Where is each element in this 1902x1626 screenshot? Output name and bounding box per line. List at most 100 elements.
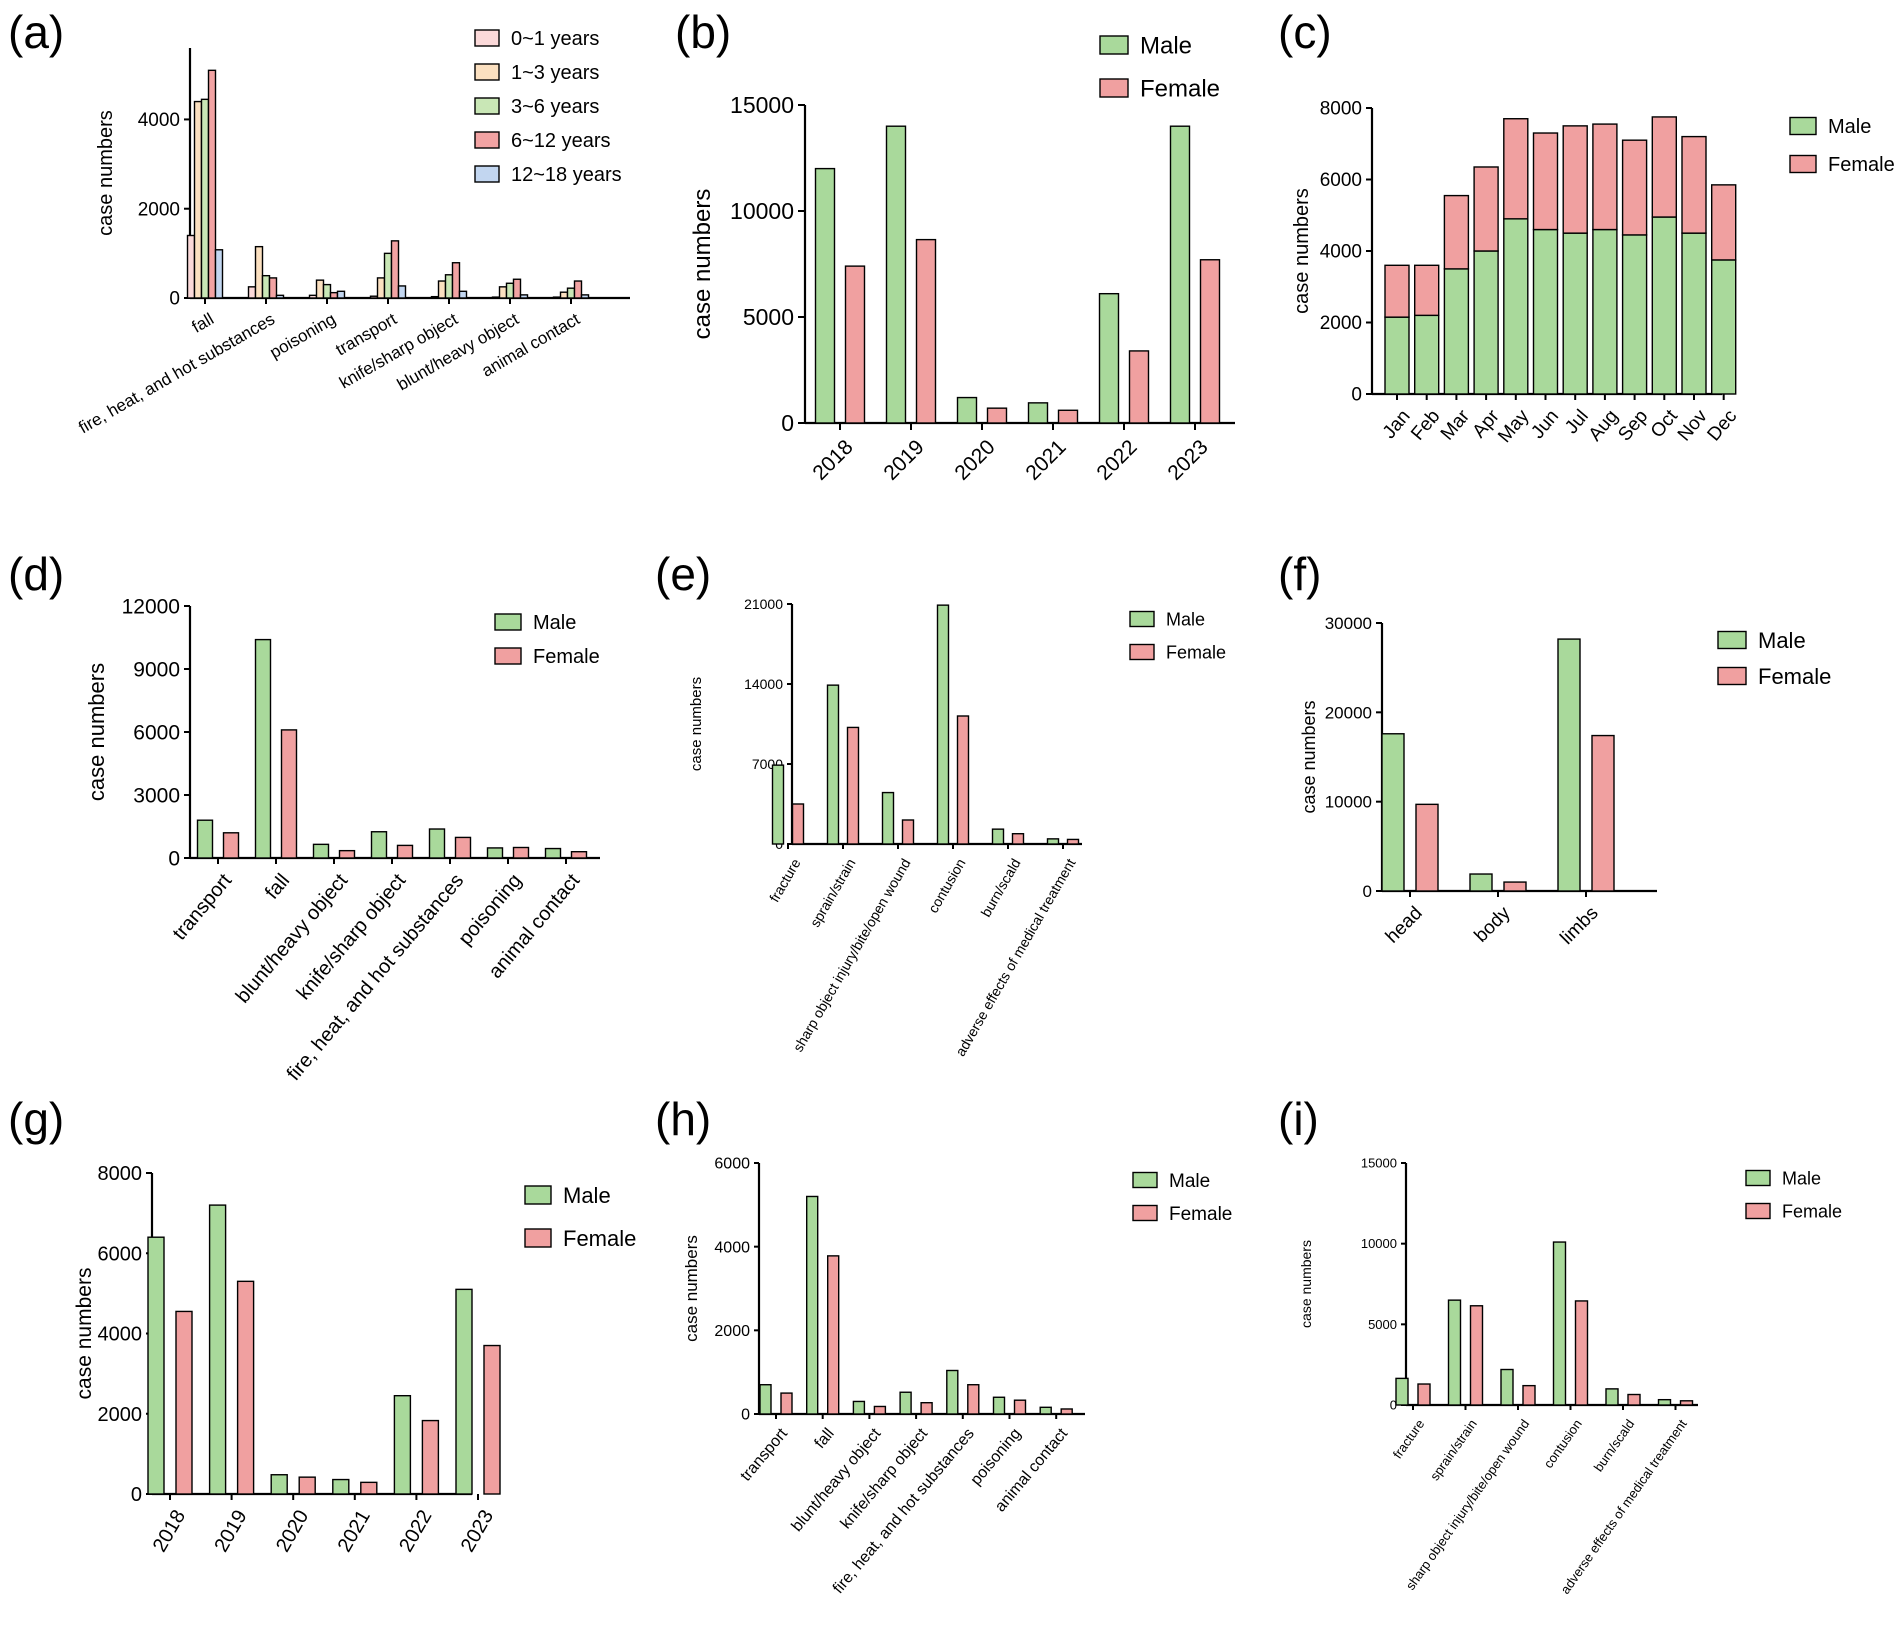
x-tick-label: sprain/strain — [1427, 1417, 1480, 1484]
x-tick-label: 2018 — [149, 1506, 190, 1556]
legend-label: 6~12 years — [511, 130, 611, 152]
bar-female — [1679, 1400, 1694, 1406]
legend-label: Male — [563, 1183, 611, 1208]
bar-female — [780, 1392, 793, 1415]
x-tick-label: limbs — [1556, 903, 1602, 949]
x-tick-label: contusion — [1541, 1417, 1585, 1471]
y-tick-label: 10000 — [1325, 793, 1372, 812]
bar-male — [1395, 1377, 1409, 1406]
bar-male — [270, 1474, 288, 1495]
legend-label: Male — [533, 612, 576, 634]
bar-female — [280, 729, 298, 859]
x-tick-label: burn/scald — [977, 856, 1023, 920]
y-tick-label: 6000 — [98, 1243, 143, 1265]
bar-female — [1413, 264, 1440, 317]
bar-male — [899, 1391, 912, 1415]
x-tick-label: fall — [189, 309, 217, 336]
x-tick-label: poisoning — [266, 309, 339, 362]
y-tick-label: 2000 — [138, 199, 180, 220]
legend-swatch — [1129, 610, 1155, 628]
bar-female — [338, 849, 356, 859]
x-tick-label: sharp object injury/bite/open wound — [1403, 1417, 1533, 1593]
panel-f: (f) 0 10000 20000 30000 case numbers head body l… — [1278, 548, 1831, 949]
x-tick-label: head — [1382, 903, 1427, 948]
x-tick-label: 2021 — [1021, 435, 1070, 484]
bar-female — [846, 726, 860, 845]
bar-female — [1681, 135, 1707, 234]
y-tick-label: 4000 — [98, 1324, 143, 1346]
y-tick-label: 15000 — [730, 92, 794, 118]
legend-swatch — [1132, 1171, 1158, 1189]
bar-female — [1469, 1305, 1484, 1406]
bar-6-12-years — [207, 69, 217, 299]
bar-6-12-years — [451, 262, 461, 299]
bar-3-6-years — [383, 252, 393, 299]
bar-male — [1651, 216, 1678, 395]
x-tick-label: 2020 — [950, 435, 999, 484]
legend-swatch — [1745, 1169, 1771, 1187]
bar-male — [254, 638, 272, 859]
bar-male — [486, 847, 504, 859]
legend-label: 0~1 years — [511, 28, 599, 50]
legend-label: 1~3 years — [511, 62, 599, 84]
x-tick-label: transport — [169, 869, 237, 944]
y-tick-label: 4000 — [138, 110, 180, 131]
y-tick-label: 0 — [1390, 1398, 1397, 1413]
y-axis-title: case numbers — [1299, 700, 1319, 813]
bar-male — [1621, 234, 1648, 395]
legend-swatch — [524, 1228, 552, 1248]
bar-male — [1381, 733, 1405, 892]
bar-male — [1169, 125, 1191, 424]
bar-female — [483, 1344, 501, 1495]
bar-3-6-years — [322, 283, 332, 299]
x-tick-label: Nov — [1674, 406, 1712, 446]
bar-male — [208, 1204, 227, 1495]
y-tick-label: 0 — [1351, 385, 1362, 406]
x-tick-label: May — [1494, 406, 1533, 447]
bar-male — [1562, 232, 1588, 395]
y-tick-label: 8000 — [1320, 99, 1362, 120]
y-tick-label: 3000 — [133, 784, 180, 807]
x-tick-label: 2021 — [334, 1506, 375, 1556]
x-tick-label: fall — [261, 870, 294, 904]
x-tick-label: 2022 — [1092, 435, 1141, 484]
legend-label: Female — [1828, 154, 1895, 176]
y-tick-label: 4000 — [1320, 242, 1362, 263]
x-tick-label: 2019 — [879, 435, 928, 484]
y-tick-label: 0 — [168, 847, 180, 870]
legend-label: Female — [563, 1226, 636, 1251]
bar-female — [1621, 139, 1648, 236]
x-tick-label: fall — [812, 1425, 838, 1452]
bar-female — [1415, 803, 1439, 892]
bar-male — [1532, 228, 1559, 395]
x-tick-label: sharp object injury/bite/open wound — [790, 856, 914, 1055]
bar-3-6-years — [566, 287, 576, 299]
y-tick-label: 0 — [131, 1484, 142, 1506]
y-tick-label: 10000 — [730, 198, 794, 224]
bar-male — [1447, 1299, 1462, 1406]
panel-g: (g) 0 2000 4000 6000 8000 case numbers 2018 2019… — [8, 1093, 636, 1556]
x-tick-label: sprain/strain — [807, 856, 859, 930]
bar-female — [844, 265, 866, 424]
bar-6-12-years — [268, 277, 278, 299]
y-tick-label: 2000 — [714, 1323, 750, 1340]
bar-male — [1552, 1241, 1567, 1406]
bar-female — [512, 846, 530, 859]
bar-male — [196, 819, 214, 859]
legend-label: Female — [1169, 1204, 1232, 1225]
y-axis-title: case numbers — [1298, 1240, 1314, 1328]
bar-male — [393, 1394, 412, 1495]
x-tick-label: fire, heat, and hot substances — [75, 309, 278, 437]
bar-male — [1710, 259, 1737, 395]
bar-female — [791, 803, 805, 845]
y-axis-title: case numbers — [688, 677, 705, 771]
x-tick-label: body — [1471, 902, 1515, 946]
bar-0-1-years — [369, 295, 379, 299]
x-tick-label: fracture — [1390, 1417, 1428, 1462]
bar-1-3-years — [498, 286, 508, 299]
legend-label: 12~18 years — [511, 164, 622, 186]
x-tick-label: adverse effects of medical treatment — [952, 856, 1079, 1059]
bar-male — [147, 1236, 165, 1495]
